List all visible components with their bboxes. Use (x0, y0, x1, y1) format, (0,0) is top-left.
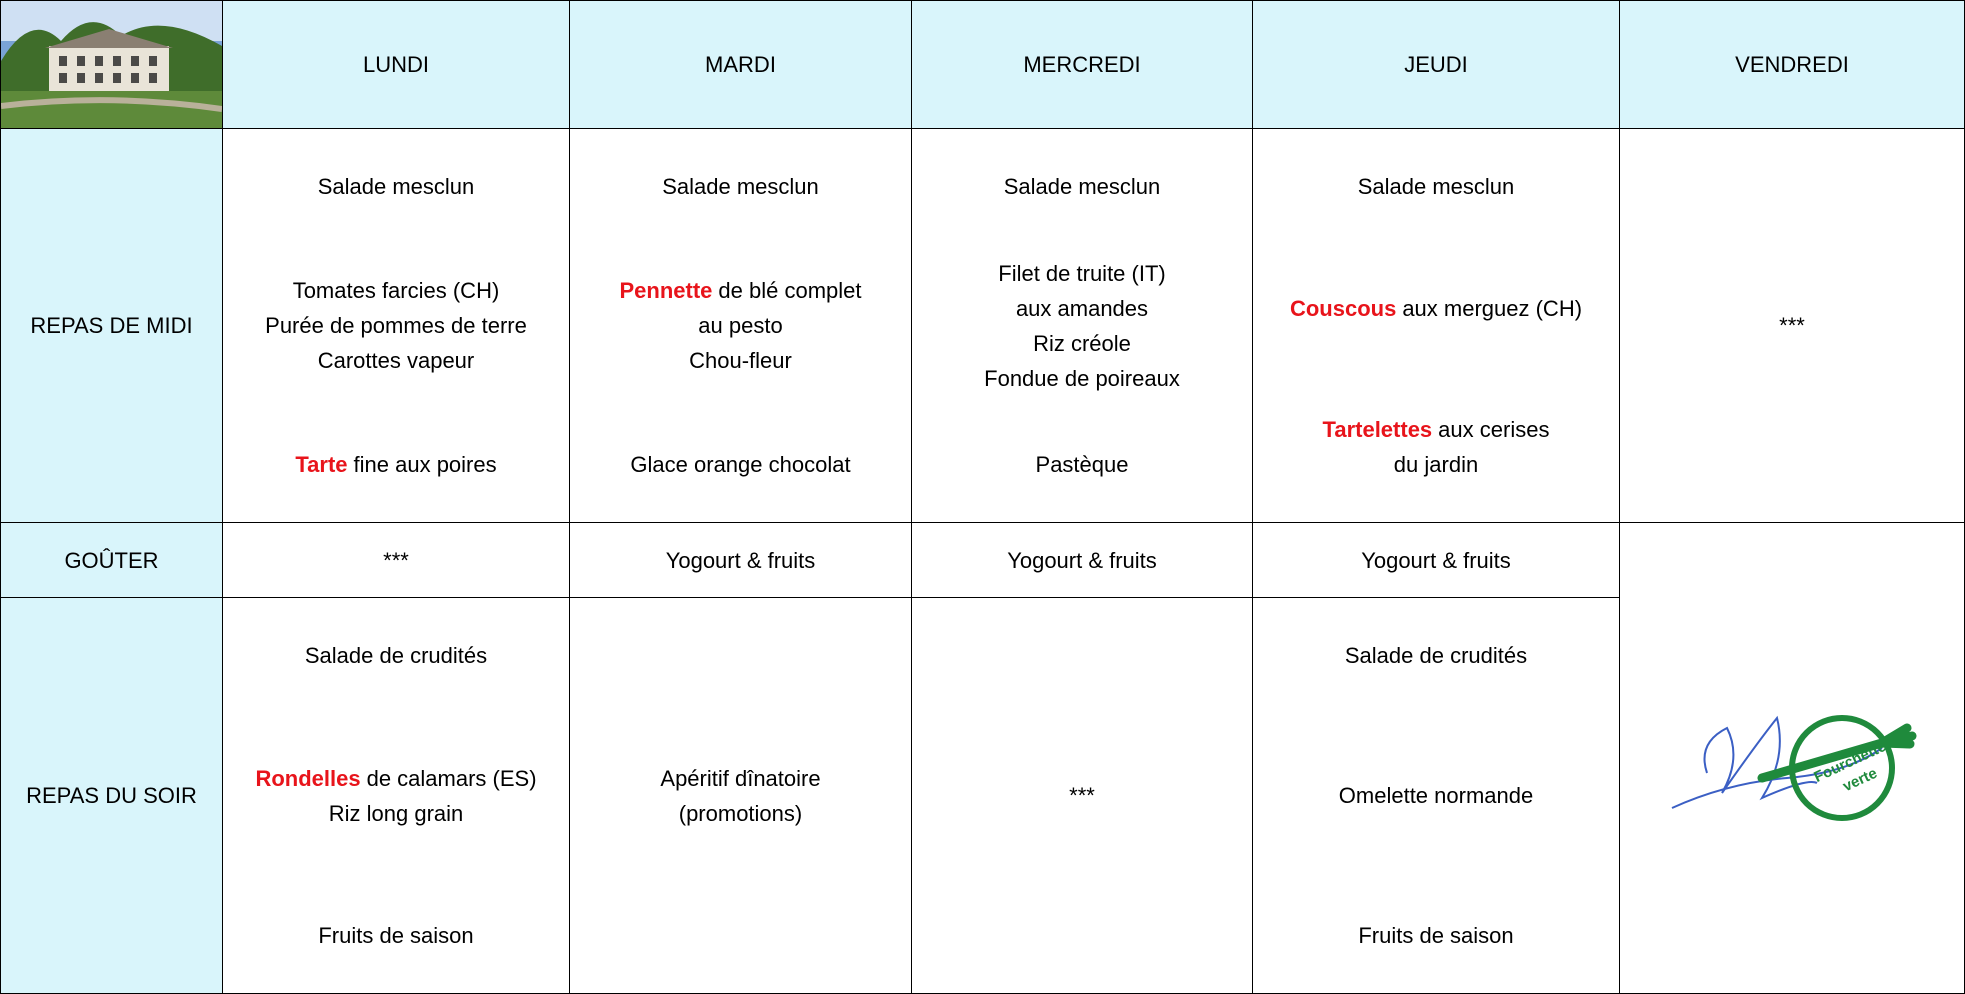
menu-item: Couscous aux merguez (CH) (1290, 291, 1582, 326)
menu-line: Fruits de saison (1358, 923, 1514, 948)
day-header: JEUDI (1253, 1, 1620, 129)
day-header: MERCREDI (912, 1, 1253, 129)
menu-item: Fruits de saison (1358, 918, 1513, 953)
menu-text: aux merguez (CH) (1402, 295, 1583, 321)
menu-line: Couscous aux merguez (CH) (1290, 291, 1582, 326)
menu-line: Riz long grain (328, 800, 464, 826)
menu-line: Tarte fine aux poires (295, 447, 496, 482)
menu-cell: *** (1620, 129, 1965, 523)
menu-line: (promotions) (678, 800, 803, 826)
menu-item: Yogourt & fruits (1007, 543, 1157, 578)
menu-line: au pesto (698, 313, 783, 338)
menu-line: Pennette de blé complet (619, 273, 861, 308)
menu-cell: *** (912, 598, 1253, 994)
menu-line: *** (1069, 783, 1095, 808)
menu-cell: Salade de crudités Omelette normande Fruit… (1253, 598, 1620, 994)
menu-line: Salade mesclun (662, 174, 819, 199)
menu-item: *** (1069, 778, 1095, 813)
menu-line: Omelette normande (1338, 783, 1534, 808)
menu-cell: Yogourt & fruits (570, 523, 912, 598)
menu-item: Glace orange chocolat (630, 447, 850, 482)
menu-item: Fruits de saison (318, 918, 473, 953)
menu-item: Tomates farcies (CH) Purée de pommes de t… (265, 273, 527, 378)
menu-line: Tartelettes aux cerises (1323, 412, 1550, 447)
menu-item: Pastèque (1036, 447, 1129, 482)
menu-item: *** (1779, 308, 1805, 343)
menu-cell: Salade mesclun Couscous aux merguez (CH) Ta… (1253, 129, 1620, 523)
menu-cell: Salade mesclun Pennette de blé complet au p… (570, 129, 912, 523)
photo (1, 1, 222, 128)
row-label: REPAS DE MIDI (1, 129, 223, 523)
highlight-word: Rondelles (255, 765, 361, 791)
row-label: REPAS DU SOIR (1, 598, 223, 994)
logo-cell: Fourchette verte (1620, 523, 1965, 994)
menu-cell: Salade mesclun Filet de truite (IT) aux am… (912, 129, 1253, 523)
day-header: MARDI (570, 1, 912, 129)
menu-line: Purée de pommes de terre (265, 313, 527, 338)
menu-line: Rondelles de calamars (ES) (255, 761, 536, 796)
menu-cell: *** (223, 523, 570, 598)
menu-line: Salade mesclun (1357, 174, 1515, 199)
menu-line: Tomates farcies (CH) (292, 278, 500, 303)
menu-line: *** (1779, 313, 1805, 338)
menu-line: *** (383, 547, 409, 573)
menu-item: Salade mesclun (318, 169, 475, 204)
menu-item: Pennette de blé complet au pesto Chou-fleur (619, 273, 861, 378)
menu-line: Apéritif dînatoire (660, 765, 821, 791)
menu-item: Salade mesclun (662, 169, 819, 204)
menu-line: Yogourt & fruits (665, 547, 816, 573)
menu-item: *** (383, 543, 409, 578)
menu-cell: Apéritif dînatoire (promotions) (570, 598, 912, 994)
menu-item: Rondelles de calamars (ES) Riz long grain (255, 761, 536, 831)
menu-item: Yogourt & fruits (666, 543, 816, 578)
header-photo-cell (1, 1, 223, 129)
menu-item: Tartelettes aux cerises du jardin (1323, 412, 1550, 482)
menu-line: Salade de crudités (1344, 643, 1528, 668)
highlight-word: Tarte (295, 452, 348, 477)
menu-item: Salade mesclun (1358, 169, 1515, 204)
menu-item: Salade de crudités (1345, 638, 1527, 673)
menu-text: de calamars (ES) (366, 765, 537, 791)
menu-item: Salade de crudités (305, 638, 487, 673)
menu-item: Yogourt & fruits (1361, 543, 1511, 578)
menu-item: Salade mesclun (1004, 169, 1161, 204)
menu-item: Filet de truite (IT) aux amandes Riz créol… (984, 256, 1180, 396)
menu-line: aux amandes (1015, 295, 1149, 321)
menu-text: de blé complet (718, 278, 862, 303)
menu-line: du jardin (1393, 452, 1479, 477)
day-header: VENDREDI (1620, 1, 1965, 129)
menu-item: Tarte fine aux poires (295, 447, 496, 482)
menu-line: Pastèque (1035, 452, 1129, 477)
menu-line: Glace orange chocolat (630, 452, 851, 477)
menu-line: Salade mesclun (1003, 174, 1161, 199)
menu-line: Yogourt & fruits (1007, 547, 1157, 573)
menu-cell: Salade de crudités Rondelles de calamars (… (223, 598, 570, 994)
menu-text: fine aux poires (353, 452, 497, 477)
menu-item: Apéritif dînatoire (promotions) (660, 761, 820, 831)
menu-line: Salade de crudités (304, 643, 488, 668)
menu-item: Omelette normande (1339, 778, 1533, 813)
menu-line: Salade mesclun (317, 174, 475, 199)
menu-text: aux cerises (1438, 417, 1550, 442)
menu-line: Riz créole (1033, 330, 1131, 356)
menu-line: Filet de truite (IT) (998, 260, 1166, 286)
menu-line: Yogourt & fruits (1361, 547, 1511, 573)
menu-cell: Yogourt & fruits (1253, 523, 1620, 598)
highlight-word: Tartelettes (1322, 417, 1433, 442)
highlight-word: Couscous (1289, 295, 1397, 321)
row-label: GOÛTER (1, 523, 223, 598)
day-header: LUNDI (223, 1, 570, 129)
menu-line: Chou-fleur (689, 348, 792, 373)
highlight-word: Pennette (619, 278, 713, 303)
menu-cell: Yogourt & fruits (912, 523, 1253, 598)
menu-line: Fondue de poireaux (984, 365, 1180, 391)
menu-cell: Salade mesclun Tomates farcies (CH) Purée … (223, 129, 570, 523)
menu-line: Carottes vapeur (317, 348, 475, 373)
menu-line: Fruits de saison (318, 923, 474, 948)
